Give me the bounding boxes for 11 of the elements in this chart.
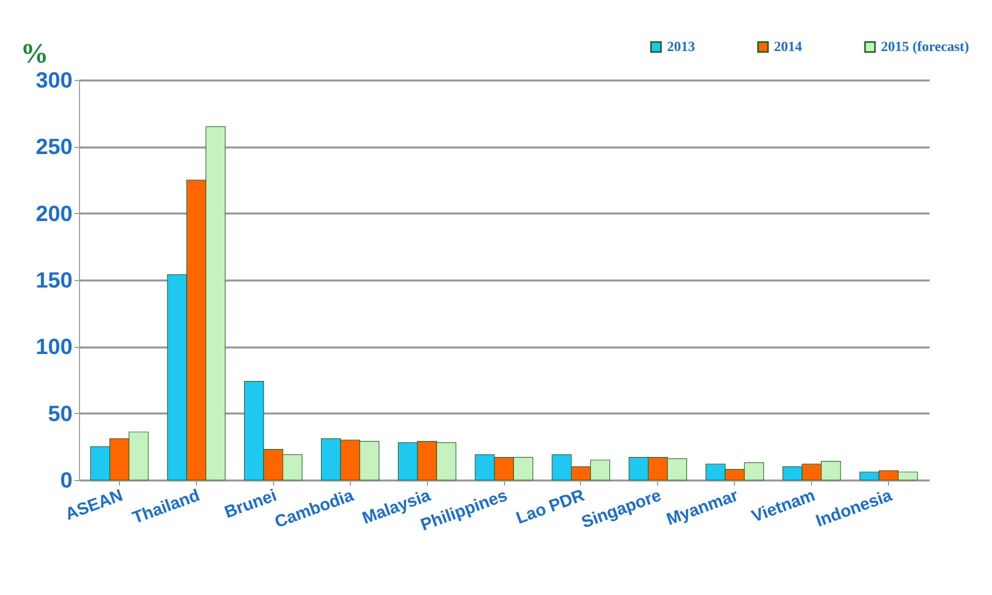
y-tick-label: 250 (36, 134, 72, 160)
legend-label: 2014 (774, 40, 802, 55)
y-tick-label: 100 (36, 334, 72, 360)
y-tick-label: 150 (36, 268, 72, 292)
y-tick-label: 300 (36, 68, 72, 92)
y-axis-title: % (20, 38, 48, 70)
y-tick-label: 0 (60, 468, 72, 492)
legend-label: 2015 (forecast) (881, 40, 970, 55)
y-tick-label: 200 (36, 200, 72, 226)
y-tick-label: 50 (48, 400, 72, 426)
legend-label: 2013 (667, 40, 695, 55)
